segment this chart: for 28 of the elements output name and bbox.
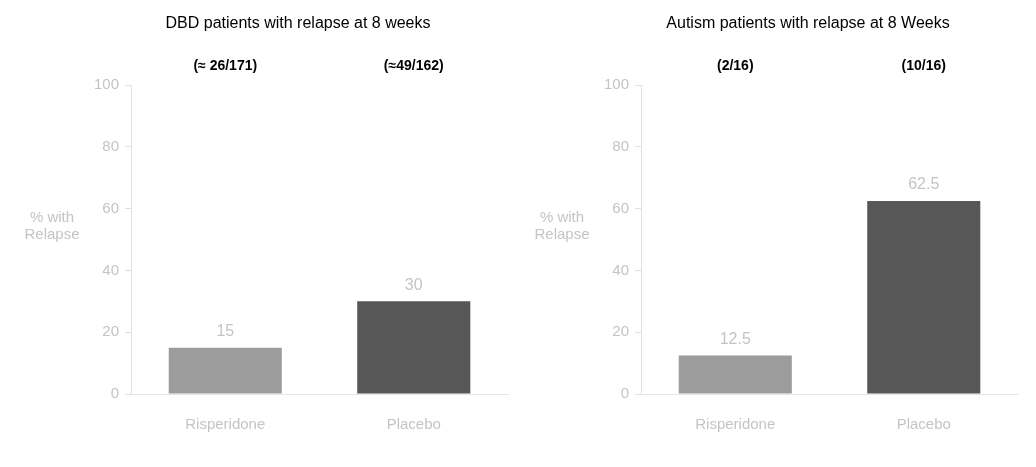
y-axis-title: % with Relapse xyxy=(533,208,591,242)
chart-title: DBD patients with relapse at 8 weeks xyxy=(165,14,431,32)
text: (10/16) xyxy=(901,57,946,74)
y-tick-label: 60 xyxy=(612,198,630,216)
y-tick-label: 20 xyxy=(102,322,120,340)
y-tick-label: 100 xyxy=(604,75,630,93)
x-tick-label: Placebo xyxy=(896,415,951,433)
text: (2/16) xyxy=(716,57,754,74)
chart-title: Autism patients with relapse at 8 Weeks xyxy=(666,14,950,32)
data-label: 15 xyxy=(216,322,235,340)
y-tick-label: 40 xyxy=(102,260,120,278)
data-label: 12.5 xyxy=(719,329,751,347)
x-tick-label: Placebo xyxy=(386,415,441,433)
y-tick-label: 0 xyxy=(620,384,630,402)
y-tick-label: 60 xyxy=(102,198,120,216)
y-axis-title: % with Relapse xyxy=(23,208,81,242)
data-label: 62.5 xyxy=(908,175,940,193)
y-tick-label: 40 xyxy=(612,260,630,278)
x-tick-label: Risperidone xyxy=(185,415,266,433)
y-tick-label: 0 xyxy=(110,384,120,402)
text: (≈49/162) xyxy=(383,57,444,74)
y-tick-label: 80 xyxy=(612,137,630,155)
y-tick-label: 20 xyxy=(612,322,630,340)
data-label: 30 xyxy=(404,275,423,293)
x-tick-label: Risperidone xyxy=(695,415,776,433)
y-tick-label: 100 xyxy=(94,75,120,93)
text: (≈ 26/171) xyxy=(193,57,258,74)
y-tick-label: 80 xyxy=(102,137,120,155)
